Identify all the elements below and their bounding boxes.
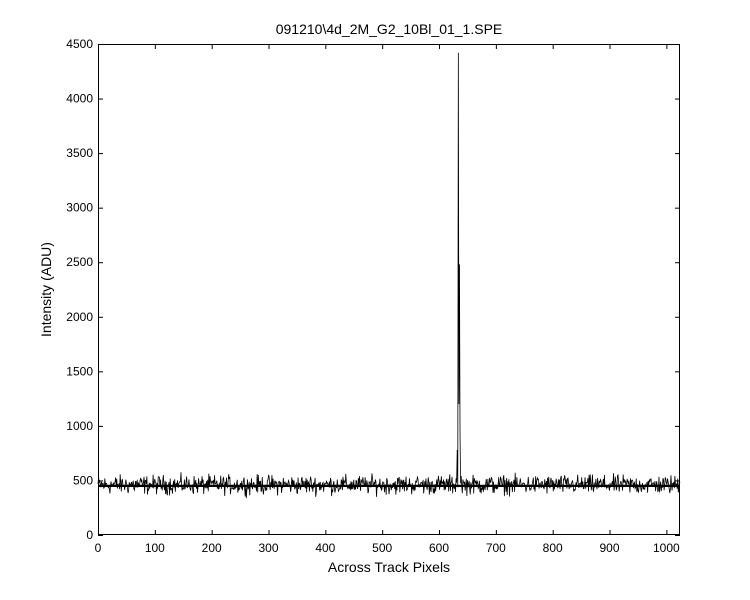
plot-frame: [98, 44, 680, 535]
x-tick-label: 700: [486, 541, 506, 555]
y-tick-label: 3000: [66, 201, 93, 215]
y-tick-label: 1500: [66, 364, 93, 378]
x-tick-label: 100: [145, 541, 165, 555]
y-tick-label: 500: [73, 473, 93, 487]
x-axis-title: Across Track Pixels: [328, 559, 450, 575]
x-tick-label: 500: [372, 541, 392, 555]
y-tick-label: 4500: [66, 37, 93, 51]
y-tick-label: 2500: [66, 255, 93, 269]
ticks-layer: 0 100 200 300 400 500 600 700 800 900 1000 0 500 1000…: [66, 37, 680, 555]
x-tick-label: 0: [95, 541, 102, 555]
x-tick-label: 400: [315, 541, 335, 555]
y-tick-label: 1000: [66, 419, 93, 433]
series-layer: [97, 52, 681, 499]
y-tick-label: 0: [86, 528, 93, 542]
y-axis-title: Intensity (ADU): [38, 242, 54, 337]
y-tick-label: 4000: [66, 92, 93, 106]
x-tick-label: 1000: [653, 541, 680, 555]
series-line-signal: [97, 52, 681, 499]
x-tick-label: 300: [258, 541, 278, 555]
plot-area: [98, 44, 680, 535]
y-tick-label: 2000: [66, 310, 93, 324]
x-tick-label: 900: [600, 541, 620, 555]
chart-title: 091210\4d_2M_G2_10Bl_01_1.SPE: [276, 21, 503, 37]
x-tick-label: 200: [202, 541, 222, 555]
x-tick-label: 800: [543, 541, 563, 555]
y-tick-label: 3500: [66, 146, 93, 160]
x-tick-label: 600: [429, 541, 449, 555]
